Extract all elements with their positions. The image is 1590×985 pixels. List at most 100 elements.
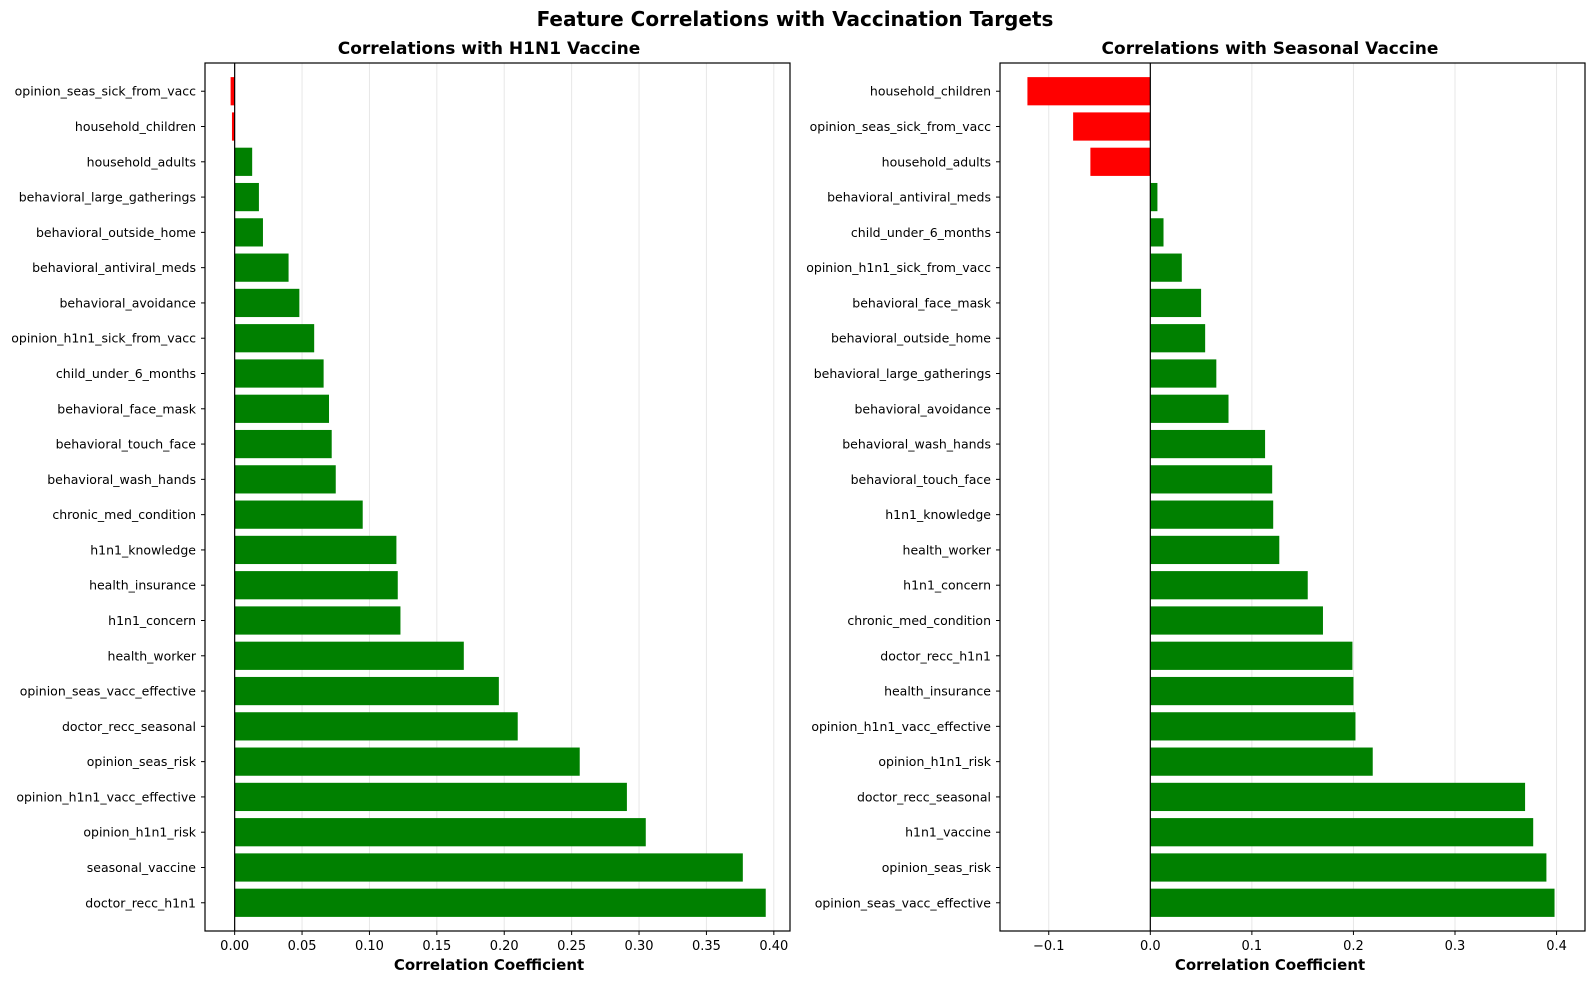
h1n1-y-tick-label: opinion_seas_sick_from_vacc — [15, 84, 197, 99]
h1n1-bar — [234, 571, 398, 600]
h1n1-bar — [234, 359, 324, 388]
h1n1-x-axis-label: Correlation Coefficient — [394, 956, 584, 974]
h1n1-y-tick-label: health_worker — [108, 648, 197, 663]
h1n1-y-tick-label: doctor_recc_seasonal — [62, 719, 196, 734]
seasonal-y-tick-label: h1n1_concern — [903, 578, 991, 593]
h1n1-y-tick-label: seasonal_vaccine — [87, 860, 197, 875]
h1n1-bar — [234, 182, 259, 212]
seasonal-bar — [1150, 500, 1274, 529]
seasonal-x-axis-label: Correlation Coefficient — [1175, 956, 1365, 974]
seasonal-bar — [1150, 288, 1202, 318]
seasonal-x-tick-label: −0.1 — [1033, 939, 1065, 954]
seasonal-x-tick-label: 0.3 — [1445, 939, 1466, 954]
seasonal-y-tick-label: doctor_recc_seasonal — [857, 789, 991, 804]
h1n1-bar — [230, 77, 235, 106]
h1n1-y-tick-label: opinion_h1n1_vacc_effective — [16, 789, 196, 804]
h1n1-bar — [234, 888, 766, 917]
seasonal-y-tick-label: opinion_seas_sick_from_vacc — [810, 119, 992, 134]
seasonal-y-tick-label: health_insurance — [884, 684, 991, 699]
h1n1-y-tick-label: behavioral_touch_face — [56, 437, 197, 452]
seasonal-bar — [1150, 253, 1182, 282]
h1n1-y-tick-label: household_children — [75, 119, 196, 134]
h1n1-y-tick-label: behavioral_wash_hands — [47, 472, 196, 487]
seasonal-bar — [1150, 324, 1206, 353]
seasonal-bar — [1150, 394, 1229, 423]
seasonal-y-tick-label: opinion_h1n1_sick_from_vacc — [806, 260, 991, 275]
h1n1-y-tick-label: behavioral_large_gatherings — [19, 190, 196, 205]
h1n1-bar — [234, 324, 315, 353]
h1n1-x-tick-label: 0.20 — [490, 939, 519, 954]
h1n1-y-tick-label: opinion_seas_vacc_effective — [20, 684, 197, 699]
seasonal-y-tick-label: opinion_seas_vacc_effective — [815, 895, 992, 910]
seasonal-bar — [1150, 676, 1354, 706]
figure-title: Feature Correlations with Vaccination Ta… — [537, 7, 1054, 31]
seasonal-bar — [1150, 818, 1534, 847]
h1n1-bar — [234, 218, 263, 247]
seasonal-bar — [1027, 77, 1151, 106]
h1n1-bar — [234, 535, 397, 565]
h1n1-x-tick-label: 0.35 — [692, 939, 721, 954]
seasonal-y-tick-label: h1n1_vaccine — [905, 825, 991, 840]
seasonal-bar — [1150, 782, 1526, 812]
seasonal-bar — [1150, 641, 1353, 670]
h1n1-bar — [234, 676, 499, 706]
seasonal-y-tick-label: behavioral_avoidance — [854, 401, 991, 416]
h1n1-bar — [234, 782, 627, 812]
h1n1-bar — [234, 500, 363, 529]
seasonal-axes-frame — [999, 62, 1586, 932]
seasonal-bar — [1150, 606, 1323, 635]
seasonal-bar — [1150, 747, 1373, 776]
h1n1-bar — [234, 465, 336, 494]
seasonal-x-tick-label: 0.2 — [1343, 939, 1364, 954]
h1n1-y-tick-label: opinion_h1n1_sick_from_vacc — [11, 331, 196, 346]
h1n1-bar — [234, 641, 464, 670]
h1n1-panel: Correlations with H1N1 Vaccine Correlati… — [11, 39, 791, 974]
h1n1-bar — [231, 112, 235, 141]
h1n1-bar — [234, 606, 401, 635]
seasonal-x-tick-label: 0.0 — [1140, 939, 1161, 954]
h1n1-y-tick-label: opinion_seas_risk — [87, 754, 197, 769]
seasonal-y-tick-label: doctor_recc_h1n1 — [880, 648, 991, 663]
h1n1-bar — [234, 712, 518, 741]
seasonal-y-tick-label: behavioral_face_mask — [852, 295, 991, 310]
seasonal-bar — [1073, 112, 1151, 141]
h1n1-axes-frame — [204, 62, 791, 932]
h1n1-bar — [234, 147, 253, 176]
h1n1-x-tick-label: 0.40 — [759, 939, 788, 954]
h1n1-x-tick-label: 0.15 — [422, 939, 451, 954]
h1n1-x-tick-label: 0.30 — [625, 939, 654, 954]
h1n1-panel-title: Correlations with H1N1 Vaccine — [338, 39, 641, 59]
seasonal-y-tick-label: behavioral_wash_hands — [842, 437, 991, 452]
seasonal-bar — [1150, 429, 1266, 459]
seasonal-panel: Correlations with Seasonal Vaccine Corre… — [806, 39, 1586, 974]
h1n1-y-tick-label: household_adults — [87, 154, 196, 169]
seasonal-bar — [1150, 218, 1164, 247]
h1n1-bar — [234, 288, 300, 318]
h1n1-y-tick-label: h1n1_knowledge — [90, 542, 196, 557]
h1n1-x-tick-label: 0.10 — [355, 939, 384, 954]
h1n1-y-tick-label: chronic_med_condition — [52, 507, 196, 522]
seasonal-panel-title: Correlations with Seasonal Vaccine — [1102, 39, 1439, 59]
seasonal-bar — [1150, 712, 1356, 741]
seasonal-bar — [1150, 535, 1280, 565]
seasonal-y-tick-label: behavioral_outside_home — [831, 331, 991, 346]
seasonal-y-tick-label: opinion_h1n1_risk — [878, 754, 991, 769]
seasonal-bar — [1090, 147, 1151, 176]
h1n1-x-tick-label: 0.25 — [557, 939, 586, 954]
seasonal-y-tick-label: behavioral_touch_face — [851, 472, 992, 487]
seasonal-y-tick-label: household_children — [870, 84, 991, 99]
h1n1-y-tick-label: opinion_h1n1_risk — [83, 825, 196, 840]
h1n1-bar — [234, 818, 646, 847]
seasonal-y-tick-label: opinion_seas_risk — [882, 860, 992, 875]
h1n1-y-tick-label: h1n1_concern — [108, 613, 196, 628]
h1n1-bar — [234, 394, 330, 423]
seasonal-y-tick-label: household_adults — [882, 154, 991, 169]
seasonal-y-tick-label: opinion_h1n1_vacc_effective — [811, 719, 991, 734]
seasonal-bar — [1150, 571, 1308, 600]
seasonal-bar — [1150, 465, 1273, 494]
seasonal-y-tick-label: behavioral_large_gatherings — [814, 366, 991, 381]
seasonal-bar — [1150, 853, 1547, 882]
seasonal-bar — [1150, 888, 1555, 917]
